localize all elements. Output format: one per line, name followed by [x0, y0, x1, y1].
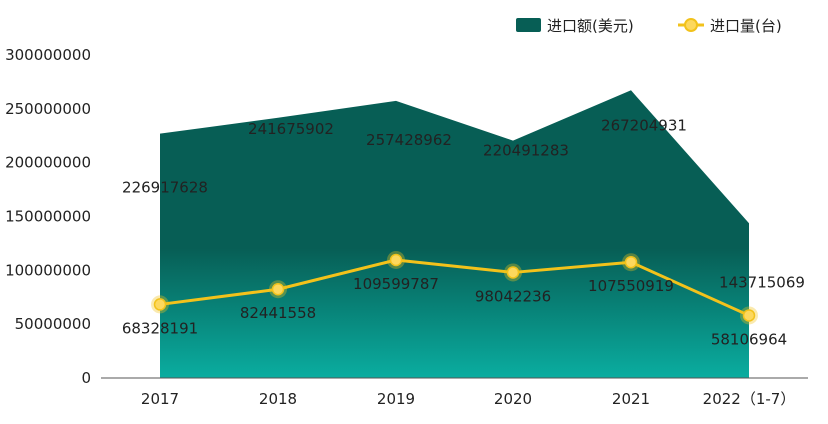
- y-axis: 0 50000000 100000000 150000000 200000000 2500…: [5, 46, 91, 387]
- line-marker: [624, 255, 638, 269]
- x-tick-label: 2017: [141, 390, 179, 408]
- y-tick-label: 0: [81, 369, 91, 387]
- y-tick-label: 150000000: [5, 208, 91, 226]
- line-data-label: 82441558: [240, 304, 316, 322]
- y-tick-label: 200000000: [5, 154, 91, 172]
- line-import-quantity: [159, 258, 750, 317]
- line-marker: [271, 282, 285, 296]
- area-data-label: 267204931: [601, 116, 687, 134]
- line-data-label: 58106964: [711, 330, 787, 348]
- area-data-label: 226917628: [122, 179, 208, 197]
- legend-line-label: 进口量(台): [710, 17, 782, 35]
- line-marker: [389, 253, 403, 267]
- y-tick-label: 300000000: [5, 46, 91, 64]
- x-tick-label: 2018: [259, 390, 297, 408]
- y-tick-label: 100000000: [5, 261, 91, 279]
- area-data-label: 241675902: [248, 120, 334, 138]
- data-labels: 226917628 241675902 257428962 220491283 2672…: [122, 116, 805, 348]
- legend: 进口额(美元) 进口量(台): [516, 17, 782, 35]
- area-series: [160, 90, 749, 378]
- x-tick-label: 2021: [612, 390, 650, 408]
- line-marker: [742, 309, 756, 322]
- area-data-label: 220491283: [483, 142, 569, 160]
- line-marker: [153, 298, 167, 311]
- y-tick-label: 50000000: [15, 315, 91, 333]
- line-data-label: 107550919: [588, 277, 674, 295]
- line-data-label: 109599787: [353, 275, 439, 293]
- x-axis: 2017 2018 2019 2020 2021 2022（1-7）: [141, 390, 795, 408]
- area-import-value: [160, 90, 749, 378]
- x-tick-label: 2022（1-7）: [703, 390, 796, 408]
- legend-area-swatch: [516, 18, 541, 32]
- area-data-label: 143715069: [719, 273, 805, 291]
- line-series: [151, 250, 758, 325]
- y-tick-label: 250000000: [5, 100, 91, 118]
- line-marker: [506, 266, 520, 279]
- line-data-label: 98042236: [475, 287, 551, 305]
- area-data-label: 257428962: [366, 131, 452, 149]
- line-data-label: 68328191: [122, 319, 198, 337]
- legend-area-label: 进口额(美元): [547, 17, 634, 35]
- x-tick-label: 2020: [494, 390, 532, 408]
- legend-line-marker: [684, 18, 698, 32]
- x-tick-label: 2019: [377, 390, 415, 408]
